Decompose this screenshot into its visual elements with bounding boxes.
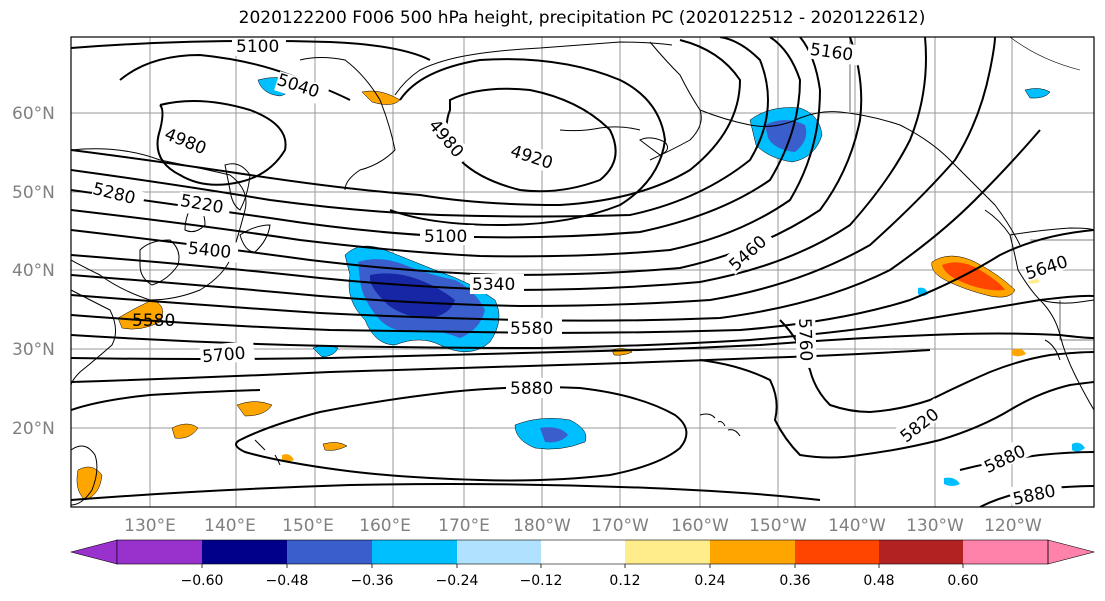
lon-label: 140°E	[204, 516, 256, 536]
colorbar-tick-label: −0.60	[181, 573, 224, 589]
colorbar-swatch	[117, 540, 202, 564]
lat-label: 30°N	[12, 340, 55, 360]
lon-label: 160°E	[359, 516, 411, 536]
colorbar-swatch	[457, 540, 541, 564]
contour-label: 5100	[424, 227, 467, 247]
colorbar-extend-high	[1047, 539, 1096, 565]
contour-label: 5100	[236, 37, 279, 57]
colorbar-tick-label: −0.12	[520, 573, 563, 589]
colorbar-swatch	[710, 540, 795, 564]
lon-label: 130°E	[124, 516, 176, 536]
precip-negative-regions	[257, 77, 1085, 486]
contour-label: 5700	[201, 344, 246, 368]
height-contours	[71, 37, 1094, 507]
latitude-labels: 60°N 50°N 40°N 30°N 20°N	[12, 104, 55, 439]
colorbar-tick-label: 0.12	[609, 573, 640, 589]
colorbar-tick-label: 0.36	[779, 573, 810, 589]
lon-label: 180°W	[513, 516, 571, 536]
lat-label: 50°N	[12, 183, 55, 203]
precip-positive-regions	[76, 90, 1040, 501]
lon-label: 120°W	[984, 516, 1042, 536]
lon-label: 160°W	[671, 516, 729, 536]
lon-label: 140°W	[828, 516, 886, 536]
map-title: 2020122200 F006 500 hPa height, precipit…	[238, 8, 926, 28]
lon-label: 130°W	[906, 516, 964, 536]
contour-label: 5400	[187, 239, 232, 263]
colorbar-swatch	[372, 540, 457, 564]
colorbar-tick-label: 0.48	[863, 573, 894, 589]
colorbar-swatch	[287, 540, 372, 564]
colorbar-tick-label: −0.36	[351, 573, 394, 589]
contour-label: 5580	[132, 311, 175, 331]
contour-label: 5580	[510, 319, 553, 339]
longitude-labels: 130°E 140°E 150°E 160°E 170°E 180°W 170°…	[124, 516, 1042, 536]
lon-label: 170°W	[591, 516, 649, 536]
colorbar-swatch	[202, 540, 287, 564]
lon-label: 150°W	[749, 516, 807, 536]
colorbar: −0.60 −0.48 −0.36 −0.24 −0.12 0.12 0.24 …	[69, 539, 1096, 589]
colorbar-tick-label: 0.24	[694, 573, 725, 589]
contour-label: 5340	[472, 275, 515, 295]
colorbar-tick-label: 0.60	[947, 573, 978, 589]
lon-label: 170°E	[438, 516, 490, 536]
graticule	[71, 37, 1094, 507]
map-frame	[70, 36, 1095, 508]
lon-label: 150°E	[282, 516, 334, 536]
colorbar-tick-label: −0.48	[266, 573, 309, 589]
lat-label: 40°N	[12, 261, 55, 281]
colorbar-swatch	[963, 540, 1048, 564]
colorbar-swatch	[795, 540, 879, 564]
contour-label: 5760	[794, 318, 815, 362]
colorbar-swatch	[879, 540, 963, 564]
colorbar-extend-low	[69, 539, 118, 565]
lat-label: 60°N	[12, 104, 55, 124]
colorbar-tick-label: −0.24	[436, 573, 479, 589]
contour-label: 5880	[510, 379, 553, 399]
colorbar-swatch	[625, 540, 710, 564]
colorbar-swatch	[541, 540, 625, 564]
lat-label: 20°N	[12, 419, 55, 439]
